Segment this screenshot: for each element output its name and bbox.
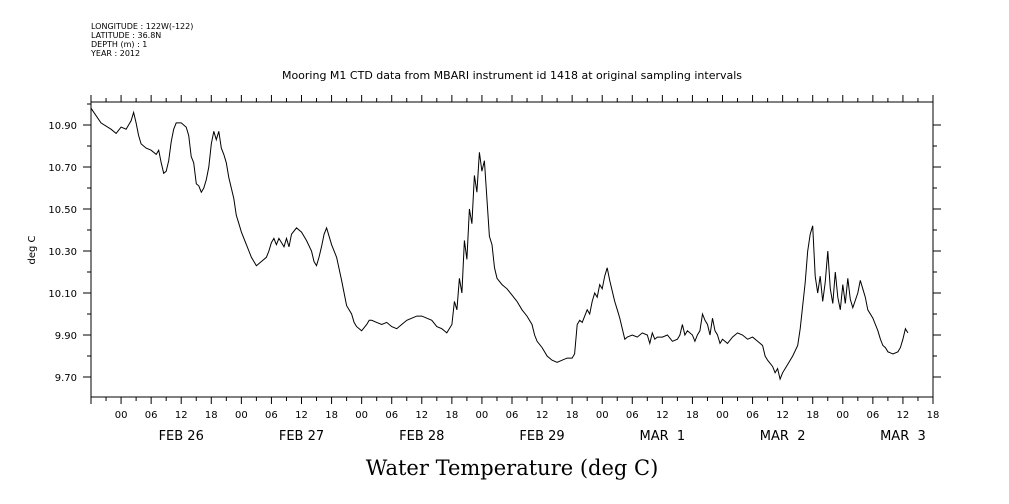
x-hour-label: 12 bbox=[415, 410, 428, 421]
y-tick-label: 9.70 bbox=[55, 373, 77, 384]
x-hour-label: 00 bbox=[716, 410, 729, 421]
x-hour-label: 12 bbox=[175, 410, 188, 421]
x-date-label: FEB 29 bbox=[519, 429, 564, 444]
x-date-label: FEB 27 bbox=[279, 429, 324, 444]
x-hour-label: 00 bbox=[476, 410, 489, 421]
chart-title: Mooring M1 CTD data from MBARI instrumen… bbox=[282, 69, 742, 82]
x-hour-label: 06 bbox=[626, 410, 639, 421]
x-hour-label: 00 bbox=[115, 410, 128, 421]
x-hour-label: 18 bbox=[205, 410, 218, 421]
x-hour-label: 18 bbox=[445, 410, 458, 421]
y-tick-label: 10.50 bbox=[48, 205, 77, 216]
x-hour-label: 06 bbox=[866, 410, 879, 421]
y-tick-label: 10.90 bbox=[48, 121, 77, 132]
x-hour-label: 12 bbox=[776, 410, 789, 421]
x-hour-label: 06 bbox=[145, 410, 158, 421]
y-axis-label: deg C bbox=[27, 235, 38, 264]
x-date-label: MAR 2 bbox=[760, 429, 806, 444]
x-hour-label: 12 bbox=[897, 410, 910, 421]
x-hour-label: 06 bbox=[385, 410, 398, 421]
x-axis: 00 06 12 18 00 06 12 18 00 06 12 18 00 06 12 18 00 06 12 18… bbox=[90, 95, 940, 444]
metadata-block: LONGITUDE : 122W(-122) LATITUDE : 36.8N … bbox=[91, 22, 193, 58]
x-hour-label: 00 bbox=[836, 410, 849, 421]
x-hour-label: 06 bbox=[506, 410, 519, 421]
y-tick-label: 9.90 bbox=[55, 331, 77, 342]
x-date-label: FEB 26 bbox=[159, 429, 204, 444]
x-date-label: MAR 3 bbox=[880, 429, 926, 444]
latitude-label: LATITUDE : 36.8N bbox=[91, 31, 162, 40]
plot-frame bbox=[90, 101, 934, 398]
x-hour-label: 00 bbox=[235, 410, 248, 421]
x-date-label: MAR 1 bbox=[640, 429, 686, 444]
y-tick-label: 10.30 bbox=[48, 247, 77, 258]
depth-label: DEPTH (m) : 1 bbox=[91, 40, 148, 49]
x-hour-label: 12 bbox=[295, 410, 308, 421]
x-hour-label: 00 bbox=[596, 410, 609, 421]
x-hour-label: 12 bbox=[536, 410, 549, 421]
year-label: YEAR : 2012 bbox=[91, 49, 141, 58]
x-hour-label: 06 bbox=[265, 410, 278, 421]
x-hour-label: 18 bbox=[686, 410, 699, 421]
x-hour-label: 00 bbox=[355, 410, 368, 421]
x-axis-label: Water Temperature (deg C) bbox=[366, 456, 659, 480]
y-tick-label: 10.10 bbox=[48, 289, 77, 300]
longitude-label: LONGITUDE : 122W(-122) bbox=[91, 22, 194, 31]
x-hour-label: 06 bbox=[746, 410, 759, 421]
x-date-label: FEB 28 bbox=[399, 429, 444, 444]
y-axis: 9.70 9.90 10.10 10.30 10.50 10.70 10.90 bbox=[48, 103, 941, 384]
x-hour-label: 18 bbox=[325, 410, 338, 421]
x-hour-label: 18 bbox=[806, 410, 819, 421]
x-hour-label: 12 bbox=[656, 410, 669, 421]
x-hour-label: 18 bbox=[927, 410, 940, 421]
temperature-series-line bbox=[90, 107, 909, 381]
x-hour-label: 18 bbox=[566, 410, 579, 421]
y-tick-label: 10.70 bbox=[48, 163, 77, 174]
